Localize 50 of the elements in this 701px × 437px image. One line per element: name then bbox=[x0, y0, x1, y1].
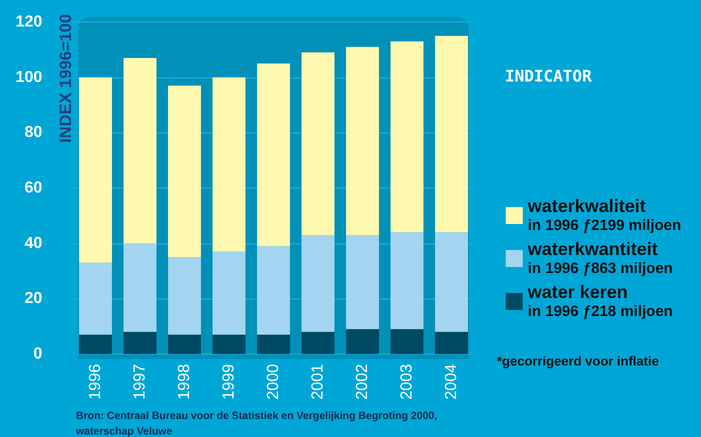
bar bbox=[435, 232, 468, 332]
bar bbox=[302, 235, 334, 332]
x-tick-label: 1999 bbox=[220, 364, 238, 400]
x-tick-label: 2001 bbox=[310, 364, 326, 400]
y-tick-label: 120 bbox=[16, 14, 42, 30]
bar bbox=[212, 77, 246, 252]
y-tick-label: 20 bbox=[24, 290, 42, 308]
y-axis-title: INDEX 1996=100 bbox=[57, 14, 75, 143]
bar bbox=[390, 232, 424, 330]
bar bbox=[302, 332, 334, 354]
text: *gecorrigeerd voor inflatie bbox=[497, 353, 659, 368]
y-tick-label: 40 bbox=[24, 234, 42, 252]
bar bbox=[79, 334, 112, 354]
legend-label: waterkwaliteit in 1996 ƒ2199 miljoen bbox=[526, 196, 682, 234]
y-tick-label: 0 bbox=[33, 346, 42, 362]
bar bbox=[435, 36, 468, 232]
bar bbox=[168, 86, 201, 258]
x-tick-label: 1996 bbox=[87, 364, 104, 400]
bar bbox=[168, 334, 201, 354]
bar bbox=[346, 235, 379, 330]
bar bbox=[257, 246, 290, 335]
bar bbox=[124, 58, 156, 244]
bar bbox=[124, 332, 156, 354]
bar bbox=[212, 334, 246, 354]
x-tick-label: 2002 bbox=[354, 364, 371, 400]
x-tick-label: 1998 bbox=[176, 364, 193, 400]
y-tick-label: 60 bbox=[24, 180, 42, 196]
bar bbox=[79, 262, 112, 335]
x-tick-label: 1997 bbox=[132, 364, 148, 400]
bar bbox=[212, 252, 246, 335]
bar bbox=[257, 334, 290, 354]
legend-label: waterkwantiteit in 1996 ƒ863 miljoen bbox=[526, 239, 673, 277]
x-tick-label: 2004 bbox=[443, 364, 460, 400]
text: INDICATOR bbox=[505, 66, 592, 86]
x-tick-label: 2000 bbox=[265, 364, 282, 400]
legend-label: water keren in 1996 ƒ218 miljoen bbox=[526, 282, 673, 320]
bar bbox=[302, 52, 334, 236]
bar bbox=[390, 41, 424, 232]
bar bbox=[79, 77, 112, 263]
bar bbox=[346, 46, 379, 236]
bar bbox=[346, 329, 379, 354]
x-tick-label: 2003 bbox=[398, 364, 416, 400]
y-tick-label: 100 bbox=[16, 68, 42, 86]
bar bbox=[168, 257, 201, 335]
bar bbox=[435, 332, 468, 354]
bar bbox=[390, 329, 424, 354]
bar bbox=[124, 243, 156, 332]
text: Bron: Centraal Bureau voor de Statistiek en Vergelijking Begroting 2000, waterschap Veluwe bbox=[75, 410, 440, 437]
y-tick-label: 80 bbox=[24, 124, 42, 142]
bar bbox=[257, 64, 290, 246]
